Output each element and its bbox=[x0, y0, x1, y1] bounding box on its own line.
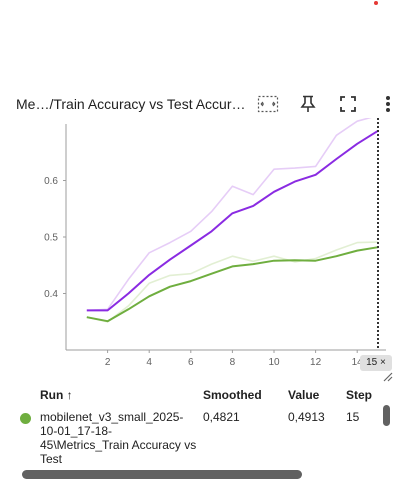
pin-icon[interactable] bbox=[296, 92, 320, 116]
runs-table: Run ↑ Smoothed Value Step mobilenet_v3_s… bbox=[0, 386, 410, 470]
x-tick-label: 10 bbox=[268, 357, 280, 368]
header-value[interactable]: Value bbox=[288, 388, 320, 402]
vertical-scroll-thumb[interactable] bbox=[383, 405, 390, 426]
run-name: mobilenet_v3_small_2025-10-01_17-18-45\M… bbox=[40, 410, 197, 466]
row-value: 0,4913 bbox=[288, 410, 325, 424]
y-tick-label: 0.5 bbox=[44, 233, 58, 244]
row-smoothed: 0,4821 bbox=[203, 410, 240, 424]
x-tick-label: 12 bbox=[310, 357, 322, 368]
chart-svg: 0.4 0.5 0.6 2 4 6 8 10 12 14 bbox=[44, 118, 386, 368]
green-raw-line bbox=[86, 241, 379, 323]
header-step[interactable]: Step bbox=[346, 388, 373, 402]
x-tick-label: 6 bbox=[188, 357, 194, 368]
y-tick-label: 0.6 bbox=[44, 176, 58, 187]
x-tick-label: 14 bbox=[352, 357, 364, 368]
row-step: 15 bbox=[346, 410, 360, 424]
x-tick-label: 4 bbox=[146, 357, 152, 368]
fullscreen-icon[interactable] bbox=[336, 92, 360, 116]
header-run[interactable]: Run ↑ bbox=[40, 388, 73, 402]
card-header: Me…/Train Accuracy vs Test Accur… bbox=[0, 90, 410, 118]
card-title: Me…/Train Accuracy vs Test Accur… bbox=[16, 96, 246, 112]
run-color-dot bbox=[20, 413, 31, 424]
resize-handle-icon[interactable] bbox=[383, 372, 393, 382]
x-tick-label: 8 bbox=[230, 357, 236, 368]
step-badge[interactable]: 15 × bbox=[360, 355, 392, 371]
x-tick-label: 2 bbox=[105, 357, 111, 368]
header-smoothed[interactable]: Smoothed bbox=[203, 388, 262, 402]
notification-dot bbox=[374, 1, 378, 5]
horizontal-scroll-thumb[interactable] bbox=[22, 470, 302, 479]
green-smoothed-line bbox=[86, 246, 379, 323]
more-vert-icon[interactable] bbox=[376, 92, 400, 116]
purple-raw-line bbox=[86, 118, 372, 312]
fit-domain-icon[interactable] bbox=[256, 92, 280, 116]
line-chart[interactable]: 0.4 0.5 0.6 2 4 6 8 10 12 14 15 × bbox=[0, 118, 410, 382]
purple-smoothed-line bbox=[86, 129, 379, 312]
y-tick-label: 0.4 bbox=[44, 289, 58, 300]
